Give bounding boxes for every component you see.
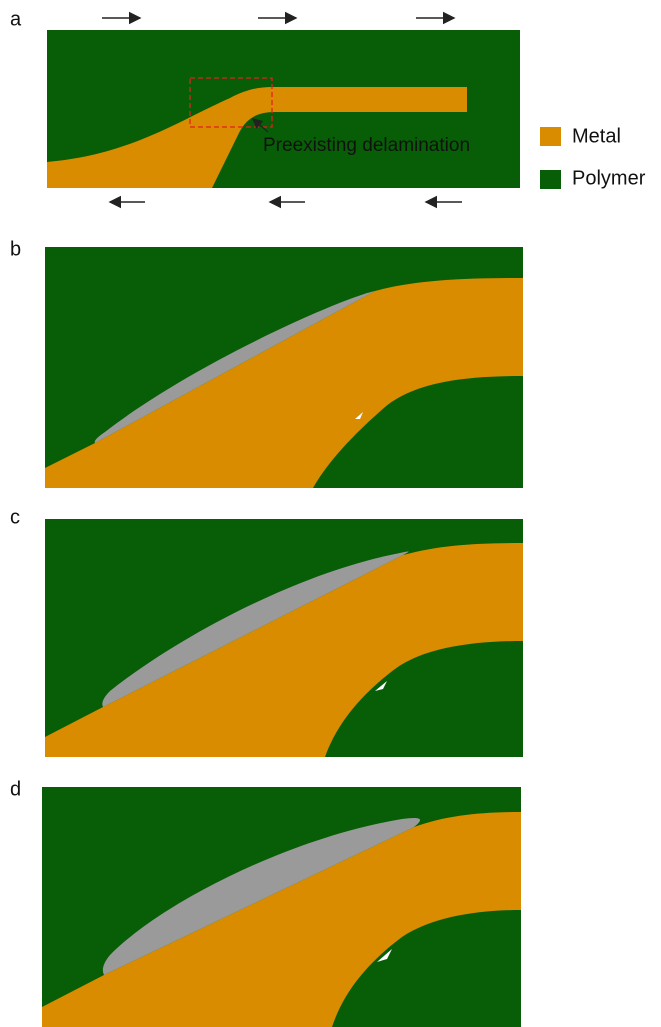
panel-b-simulation [45, 247, 523, 488]
legend: Metal Polymer [540, 125, 646, 189]
legend-label: Metal [572, 125, 621, 147]
panel-label: a [10, 8, 22, 30]
panel-c-simulation [45, 519, 523, 757]
figure: a Preexisting delamination Metal Polymer… [0, 0, 661, 1027]
panel-label: d [10, 778, 21, 800]
annotation: Preexisting delamination [263, 135, 470, 156]
legend-label: Polymer [572, 167, 646, 189]
panel-a-schematic [47, 30, 520, 188]
panel-d-simulation [42, 787, 521, 1027]
legend-swatch [540, 170, 561, 189]
legend-swatch [540, 127, 561, 146]
panel-label: b [10, 238, 21, 260]
panel-label: c [10, 506, 20, 528]
